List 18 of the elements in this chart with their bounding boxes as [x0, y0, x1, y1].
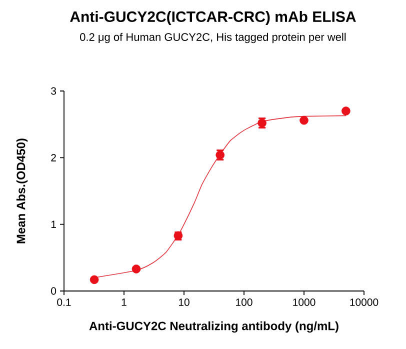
- point: [132, 264, 141, 274]
- x-tick-label: 1: [122, 298, 126, 306]
- x-axis-title: Anti-GUCY2C Neutralizing antibody (ng/mL): [89, 321, 338, 333]
- point: [90, 275, 99, 284]
- point: [342, 106, 350, 116]
- y-tick-label: 0: [51, 287, 56, 295]
- x-tick-label: 1000: [293, 298, 316, 306]
- chart-title: Anti-GUCY2C(ICTCAR-CRC) mAb ELISA: [70, 11, 356, 25]
- x-tick-label: 10: [178, 298, 190, 306]
- y-axis-title: Mean Abs.(OD450): [16, 138, 28, 244]
- y-tick-label: 1: [51, 220, 56, 228]
- x-tick-label: 0.1: [57, 298, 71, 306]
- y-tick-label: 2: [51, 154, 56, 162]
- x-tick-label: 10000: [350, 298, 378, 306]
- point: [300, 116, 308, 125]
- x-tick-label: 100: [236, 298, 252, 306]
- y-tick-label: 3: [51, 87, 56, 95]
- chart-subtitle: 0.2 μg of Human GUCY2C, His tagged protein per well: [80, 32, 346, 44]
